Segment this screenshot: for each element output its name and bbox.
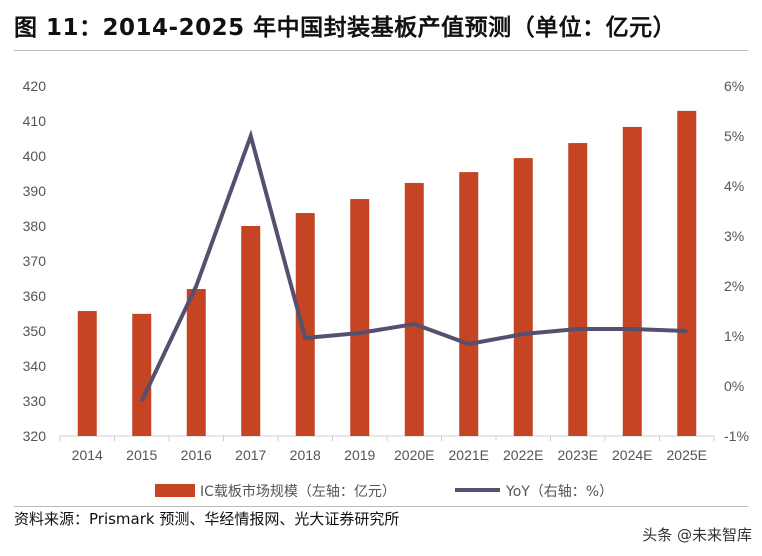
yoy-point-2020E — [413, 323, 416, 325]
right-axis-tick-label: -1% — [724, 428, 749, 444]
left-axis-tick-label: 360 — [23, 288, 47, 304]
yoy-point-2015 — [140, 400, 143, 402]
source-divider — [14, 506, 748, 507]
yoy-point-2018 — [304, 337, 307, 339]
left-axis-tick-label: 330 — [23, 393, 47, 409]
right-axis-tick-label: 5% — [724, 128, 744, 144]
legend-bar-swatch — [155, 484, 195, 497]
right-axis-tick-label: 0% — [724, 378, 744, 394]
title-divider — [14, 50, 748, 51]
left-axis-tick-label: 370 — [23, 253, 47, 269]
legend-line-label: YoY（右轴：%） — [505, 484, 613, 500]
bar-2021E — [459, 172, 479, 436]
left-axis-tick-label: 350 — [23, 323, 47, 339]
chart: 320 330 340 350 360 370 380 390 400 410 420 -1% 0% 1%… — [23, 78, 749, 500]
right-axis-tick-label: 1% — [724, 328, 744, 344]
left-axis-tick-label: 400 — [23, 148, 47, 164]
yoy-point-2016 — [195, 285, 198, 287]
x-axis-tick-label: 2019 — [344, 447, 375, 463]
yoy-point-2023E — [576, 328, 579, 330]
left-axis-tick-label: 340 — [23, 358, 47, 374]
right-axis-tick-label: 4% — [724, 178, 744, 194]
yoy-point-2022E — [522, 333, 525, 335]
bar-2024E — [622, 126, 642, 436]
x-axis-tick-label: 2016 — [181, 447, 212, 463]
left-axis-tick-label: 380 — [23, 218, 47, 234]
left-axis-tick-label: 390 — [23, 183, 47, 199]
bar-2015 — [132, 313, 152, 436]
x-axis-tick-label: 2024E — [612, 447, 652, 463]
left-axis-tick-label: 410 — [23, 113, 47, 129]
yoy-point-2025E — [685, 330, 688, 332]
right-axis-tick-label: 2% — [724, 278, 744, 294]
yoy-point-2024E — [631, 328, 634, 330]
x-axis-tick-label: 2023E — [558, 447, 598, 463]
bar-2023E — [568, 143, 588, 437]
left-axis-tick-label: 420 — [23, 78, 47, 94]
watermark: 头条 @未来智库 — [642, 526, 752, 544]
yoy-point-2019 — [358, 332, 361, 334]
left-axis-tick-label: 320 — [23, 428, 47, 444]
x-axis-tick-label: 2015 — [126, 447, 157, 463]
x-axis-tick-label: 2020E — [394, 447, 434, 463]
bar-2014 — [77, 311, 97, 436]
bar-2017 — [241, 226, 261, 436]
yoy-point-2017 — [249, 135, 252, 137]
right-axis-tick-label: 6% — [724, 78, 744, 94]
x-axis-tick-label: 2014 — [72, 447, 103, 463]
bar-2018 — [295, 213, 315, 436]
bar-2020E — [404, 182, 424, 436]
x-axis-tick-label: 2025E — [667, 447, 707, 463]
bar-2022E — [513, 158, 533, 436]
x-axis-tick-label: 2022E — [503, 447, 543, 463]
x-axis-tick-label: 2017 — [235, 447, 266, 463]
bar-2025E — [677, 110, 697, 436]
source-note: 资料来源：Prismark 预测、华经情报网、光大证券研究所 — [14, 510, 400, 528]
legend-bar-label: IC载板市场规模（左轴：亿元） — [200, 483, 396, 500]
bar-2016 — [186, 289, 206, 436]
x-axis-tick-label: 2018 — [290, 447, 321, 463]
yoy-point-2021E — [467, 343, 470, 345]
right-axis-tick-label: 3% — [724, 228, 744, 244]
chart-title: 图 11：2014-2025 年中国封装基板产值预测（单位：亿元） — [14, 15, 677, 41]
x-axis-tick-label: 2021E — [449, 447, 489, 463]
bar-2019 — [350, 199, 370, 436]
